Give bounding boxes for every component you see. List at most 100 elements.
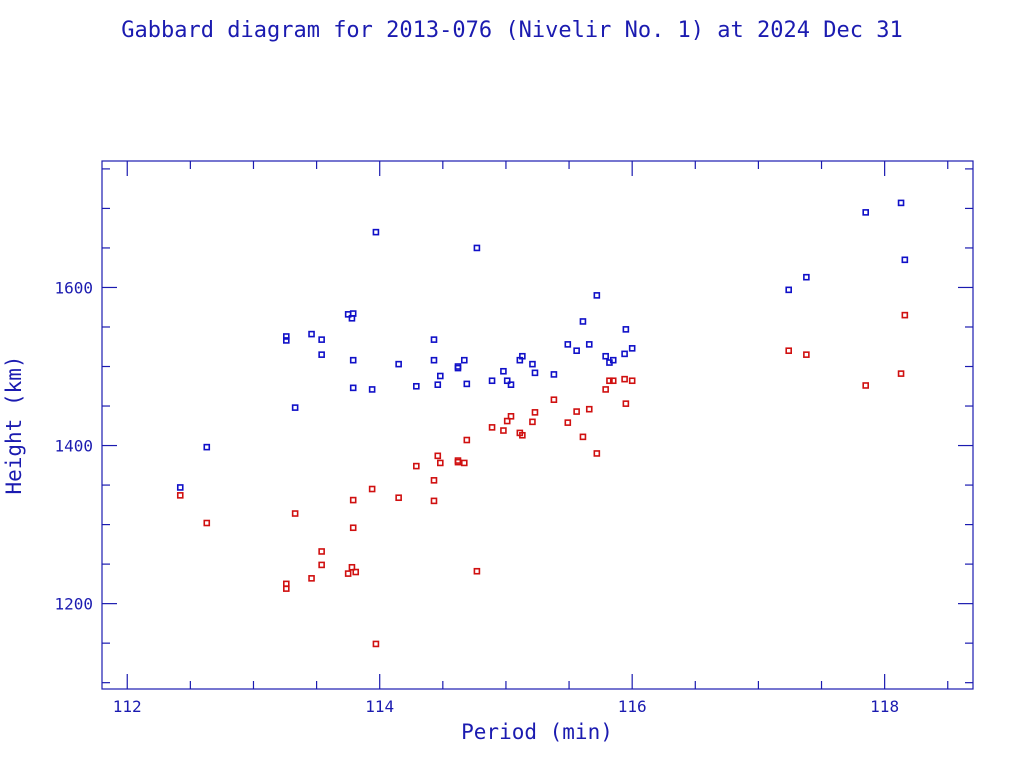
data-point <box>318 561 325 569</box>
data-point <box>176 484 184 491</box>
data-point <box>434 381 442 388</box>
y-tick-label: 1400 <box>54 437 93 456</box>
data-point <box>460 459 468 467</box>
data-point <box>803 273 810 281</box>
tick-labels: 112 114 116 118 1200 1400 1600 <box>54 278 899 716</box>
data-point <box>579 433 587 441</box>
data-point <box>564 341 572 348</box>
x-tick-label: 112 <box>113 697 142 716</box>
data-point <box>897 370 905 377</box>
data-point <box>531 409 539 416</box>
data-points <box>176 199 909 648</box>
data-point <box>282 337 290 344</box>
data-point <box>503 417 511 425</box>
data-point <box>454 458 462 466</box>
data-point <box>529 360 536 368</box>
data-point <box>862 209 870 216</box>
data-point <box>348 563 356 571</box>
data-point <box>622 326 630 333</box>
data-point <box>368 485 376 493</box>
data-point <box>628 345 636 352</box>
data-point <box>531 369 539 377</box>
data-point <box>372 640 380 648</box>
chart-title: Gabbard diagram for 2013-076 (Nivelir No… <box>121 18 902 43</box>
data-point <box>585 341 593 348</box>
data-point <box>413 462 420 470</box>
series-2 <box>176 311 909 648</box>
axis-ticks <box>102 161 973 689</box>
plot-frame <box>101 160 974 690</box>
data-point <box>349 524 357 532</box>
data-point <box>507 413 515 420</box>
data-point <box>430 497 438 505</box>
data-point <box>434 452 442 460</box>
data-point <box>291 404 299 411</box>
data-point <box>622 400 630 407</box>
data-point <box>437 459 444 467</box>
data-point <box>529 418 536 426</box>
data-point <box>628 377 636 385</box>
data-point <box>349 384 357 392</box>
data-point <box>430 477 438 484</box>
data-point <box>785 286 793 294</box>
data-point <box>609 356 617 364</box>
data-point <box>606 377 613 385</box>
data-point <box>318 336 325 343</box>
data-point <box>203 443 211 451</box>
x-tick-label: 114 <box>365 697 394 716</box>
data-point <box>349 310 357 317</box>
data-point <box>473 567 481 575</box>
data-point <box>291 510 299 517</box>
data-point <box>352 568 360 576</box>
data-point <box>488 424 496 431</box>
data-point <box>488 377 496 385</box>
data-point <box>282 333 290 340</box>
data-point <box>602 386 609 393</box>
data-point <box>430 336 438 343</box>
data-point <box>395 494 402 502</box>
data-point <box>803 351 810 358</box>
data-point <box>463 436 471 444</box>
data-point <box>463 380 471 388</box>
data-point <box>573 408 580 415</box>
data-point <box>785 347 793 355</box>
data-point <box>579 318 587 325</box>
data-point <box>372 228 380 236</box>
x-axis-label: Period (min) <box>461 720 613 744</box>
series-1 <box>176 199 909 491</box>
data-point <box>897 199 905 207</box>
data-point <box>500 367 507 375</box>
x-tick-label: 118 <box>870 697 899 716</box>
data-point <box>519 431 526 439</box>
y-tick-label: 1600 <box>54 278 93 297</box>
data-point <box>437 372 444 380</box>
data-point <box>862 382 870 389</box>
data-point <box>901 256 909 264</box>
data-point <box>282 585 290 592</box>
data-point <box>318 351 325 358</box>
data-point <box>593 292 601 299</box>
data-point <box>176 492 184 499</box>
data-point <box>503 377 511 385</box>
data-point <box>550 371 558 378</box>
data-point <box>500 427 507 434</box>
data-point <box>585 405 593 413</box>
data-point <box>519 352 526 360</box>
x-tick-label: 116 <box>618 697 647 716</box>
data-point <box>473 244 481 252</box>
data-point <box>573 347 580 355</box>
data-point <box>454 364 462 372</box>
data-point <box>203 519 211 527</box>
data-point <box>564 419 572 426</box>
data-point <box>460 356 468 364</box>
data-point <box>593 450 601 457</box>
data-point <box>550 396 558 404</box>
data-point <box>349 496 357 504</box>
data-point <box>507 381 515 388</box>
y-axis-label: Height (km) <box>2 355 26 494</box>
data-point <box>368 386 376 393</box>
data-point <box>602 352 609 360</box>
data-point <box>621 350 628 358</box>
data-point <box>901 311 909 319</box>
data-point <box>344 570 352 577</box>
